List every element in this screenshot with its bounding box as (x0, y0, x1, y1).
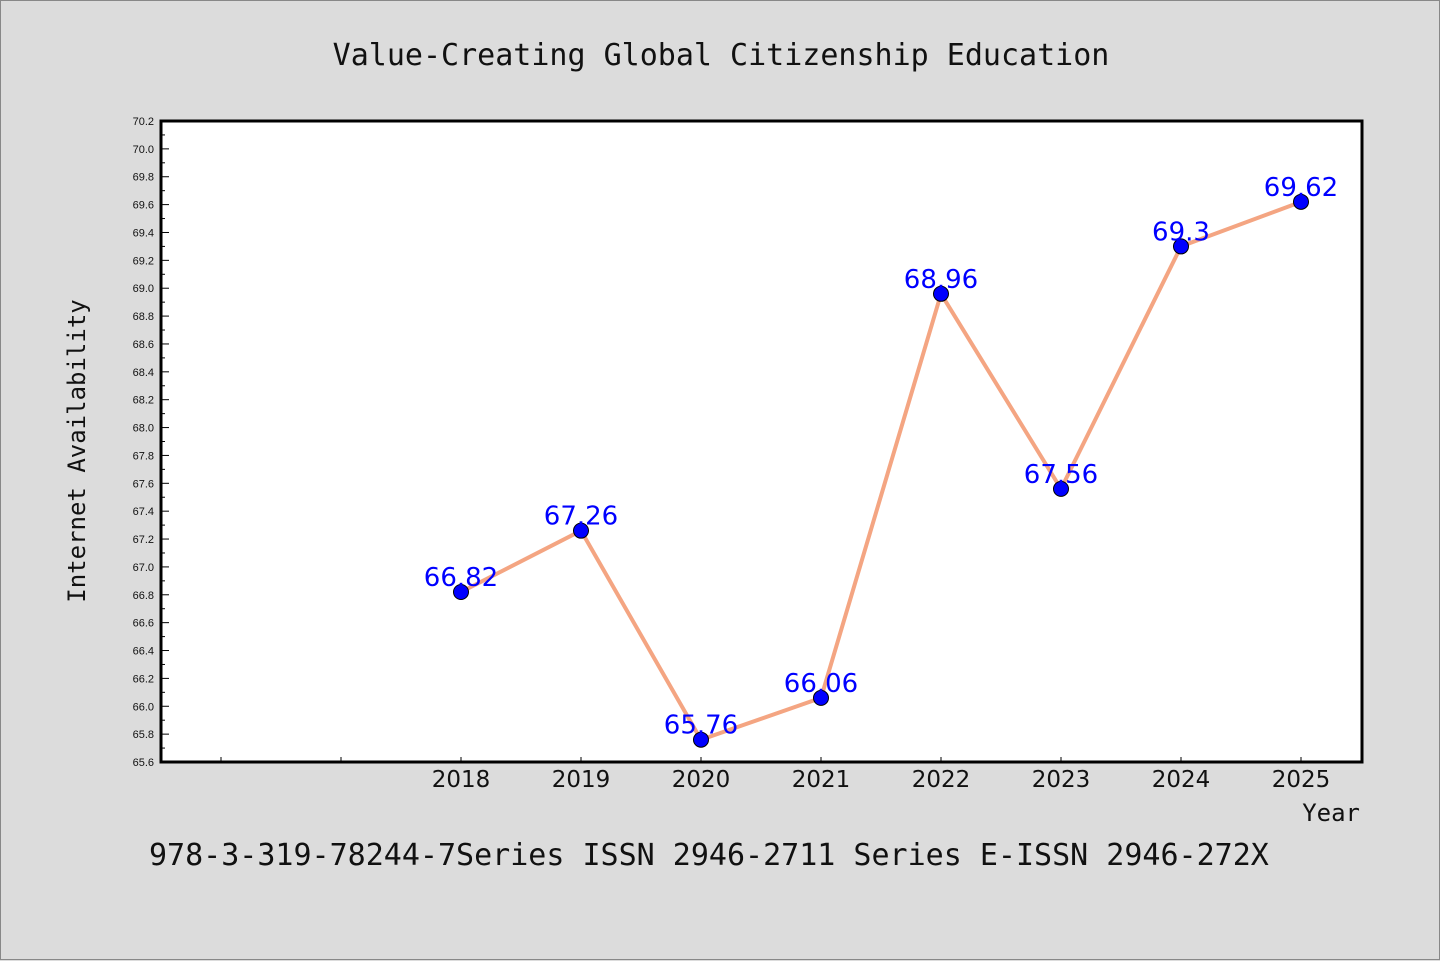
y-tick-label: 65.8 (133, 729, 154, 741)
y-tick-label: 67.6 (133, 478, 154, 490)
y-tick-label: 69.6 (133, 200, 154, 212)
footer-isbn-text: 978-3-319-78244-7Series ISSN 2946-2711 S… (149, 838, 1269, 873)
data-point (1293, 193, 1309, 210)
data-label: 69.62 (1264, 173, 1338, 203)
y-tick-label: 66.0 (133, 701, 154, 713)
data-point (693, 731, 709, 748)
y-axis: 65.6 65.8 66.0 66.2 66.4 66.6 66.8 67.0 67.2 67.4… (133, 116, 169, 769)
y-tick-label: 69.2 (133, 255, 154, 267)
x-tick-label: 2018 (432, 767, 491, 793)
y-tick-label: 67.4 (133, 506, 154, 518)
x-axis: 2018 2019 2020 2021 2022 2023 2024 2025 (220, 757, 1331, 793)
data-label: 65.76 (664, 711, 738, 741)
chart-title: Value-Creating Global Citizenship Educat… (333, 38, 1110, 73)
y-tick-label: 65.6 (133, 757, 154, 769)
y-tick-label: 68.6 (133, 339, 154, 351)
y-axis-label: Internet Availability (63, 299, 91, 602)
x-tick-label: 2023 (1032, 767, 1091, 793)
data-label: 66.06 (784, 669, 858, 699)
x-tick-label: 2020 (672, 767, 731, 793)
y-tick-label: 66.2 (133, 673, 154, 685)
y-tick-label: 66.6 (133, 618, 154, 630)
series-group: 66.82 67.26 65.76 66.06 68.96 67.56 69.3 69.62 (424, 173, 1338, 748)
x-axis-label: Year (1302, 799, 1360, 827)
series-line (460, 199, 1302, 742)
y-tick-label: 69.8 (133, 172, 154, 184)
data-label: 68.96 (904, 265, 978, 295)
y-tick-label: 68.0 (133, 423, 154, 435)
y-tick-label: 67.2 (133, 534, 154, 546)
plot-area (159, 119, 1364, 764)
data-label: 69.3 (1152, 217, 1210, 247)
y-tick-label: 67.0 (133, 562, 154, 574)
data-label: 67.26 (544, 502, 618, 532)
data-point (573, 522, 589, 539)
y-tick-label: 68.4 (133, 367, 154, 379)
x-tick-label: 2024 (1152, 767, 1211, 793)
x-tick-label: 2022 (912, 767, 971, 793)
y-tick-label: 66.4 (133, 646, 154, 658)
x-tick-label: 2021 (792, 767, 851, 793)
data-point (1053, 480, 1069, 497)
y-tick-label: 67.8 (133, 450, 154, 462)
y-tick-label: 68.8 (133, 311, 154, 323)
y-tick-label: 69.4 (133, 227, 154, 239)
data-label: 66.82 (424, 563, 498, 593)
y-tick-label: 70.0 (133, 144, 154, 156)
y-tick-label: 68.2 (133, 395, 154, 407)
data-point (933, 285, 949, 302)
y-tick-label: 70.2 (133, 116, 154, 128)
y-tick-label: 69.0 (133, 283, 154, 295)
y-tick-label: 66.8 (133, 590, 154, 602)
x-tick-label: 2025 (1272, 767, 1331, 793)
data-point (1173, 238, 1189, 255)
x-tick-label: 2019 (552, 767, 611, 793)
data-label: 67.56 (1024, 460, 1098, 490)
data-point (813, 689, 829, 706)
data-point (453, 583, 469, 600)
